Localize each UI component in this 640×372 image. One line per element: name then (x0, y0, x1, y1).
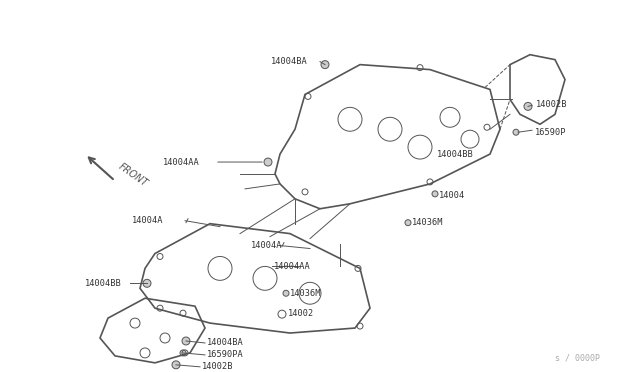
Circle shape (264, 158, 272, 166)
Text: 14002B: 14002B (202, 362, 234, 371)
Text: 16590P: 16590P (535, 128, 566, 137)
Text: 14036M: 14036M (412, 218, 444, 227)
Text: 14004: 14004 (439, 191, 465, 201)
Circle shape (283, 290, 289, 296)
Circle shape (513, 129, 519, 135)
Text: s / 0000P: s / 0000P (555, 353, 600, 362)
Text: 14004AA: 14004AA (163, 157, 200, 167)
Circle shape (432, 191, 438, 197)
Circle shape (180, 350, 186, 356)
Circle shape (143, 279, 151, 287)
Text: 14004A: 14004A (131, 216, 163, 225)
Circle shape (321, 61, 329, 68)
Text: 14004A: 14004A (250, 241, 282, 250)
Text: 14002B: 14002B (536, 100, 568, 109)
Text: 14004BB: 14004BB (85, 279, 122, 288)
Circle shape (524, 102, 532, 110)
Text: 14004AA: 14004AA (274, 262, 311, 271)
Text: FRONT: FRONT (117, 161, 150, 189)
Text: 14004BB: 14004BB (437, 150, 474, 158)
Text: 14036M: 14036M (290, 289, 321, 298)
Text: 14004BA: 14004BA (271, 57, 308, 66)
Circle shape (182, 337, 190, 345)
Circle shape (405, 220, 411, 226)
Text: 14002: 14002 (288, 309, 314, 318)
Circle shape (172, 361, 180, 369)
Text: 16590PA: 16590PA (207, 350, 244, 359)
Text: 14004BA: 14004BA (207, 339, 244, 347)
